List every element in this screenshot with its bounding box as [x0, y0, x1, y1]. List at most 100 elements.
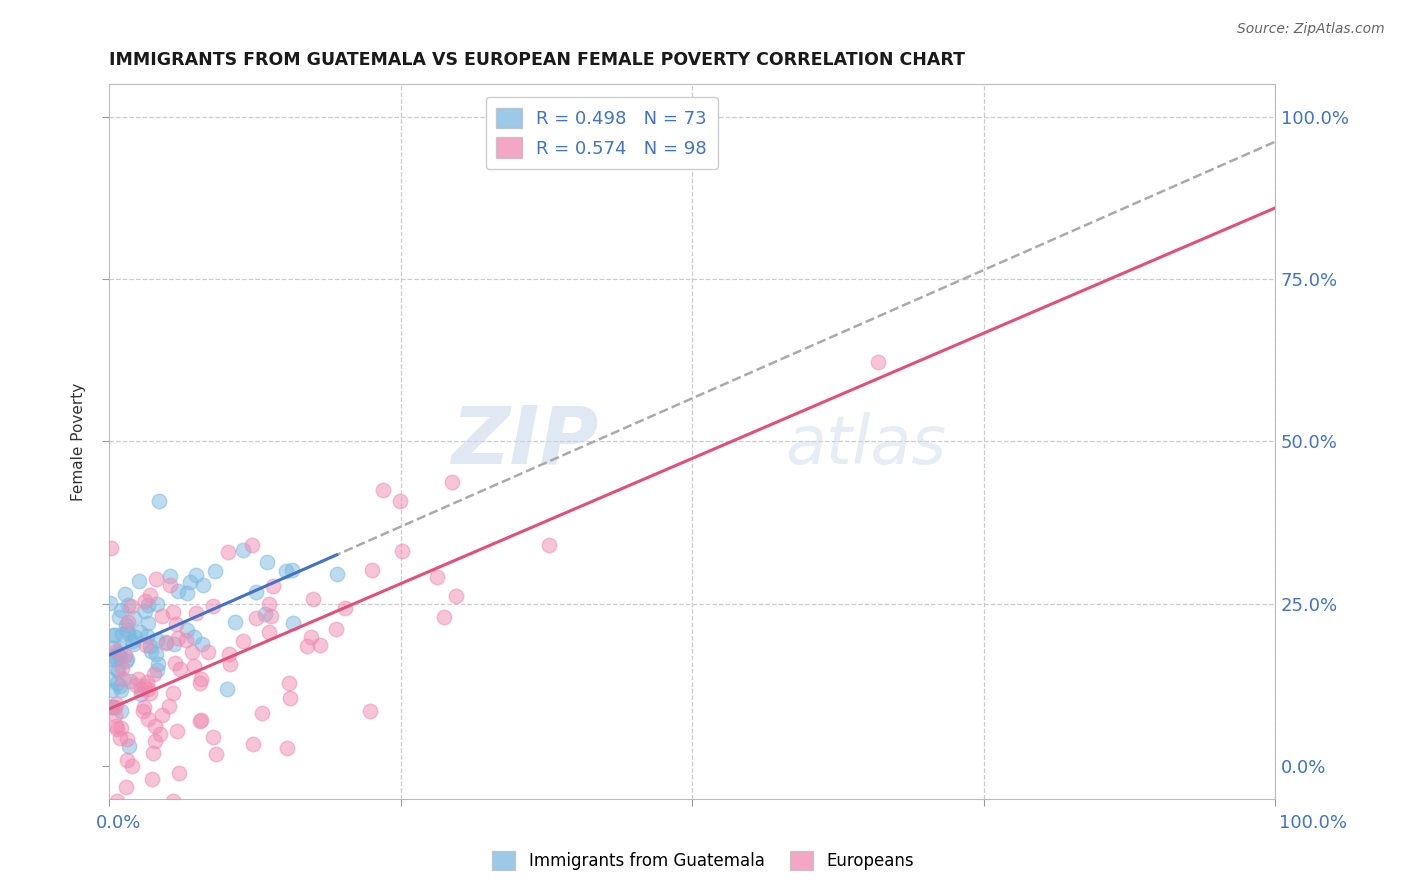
- Point: [148, 657, 170, 671]
- Point: [169, 765, 191, 780]
- Point: [105, 719, 128, 733]
- Point: [136, 629, 159, 643]
- Point: [360, 563, 382, 577]
- Point: [103, 641, 125, 656]
- Point: [110, 721, 132, 735]
- Point: [157, 699, 180, 714]
- Point: [145, 572, 167, 586]
- Point: [179, 574, 201, 589]
- Point: [107, 648, 129, 662]
- Point: [146, 663, 169, 677]
- Point: [136, 712, 159, 726]
- Point: [197, 645, 219, 659]
- Point: [134, 594, 156, 608]
- Point: [250, 706, 273, 720]
- Point: [105, 697, 128, 711]
- Point: [114, 587, 136, 601]
- Text: IMMIGRANTS FROM GUATEMALA VS EUROPEAN FEMALE POVERTY CORRELATION CHART: IMMIGRANTS FROM GUATEMALA VS EUROPEAN FE…: [110, 51, 965, 69]
- Point: [188, 676, 211, 690]
- Point: [101, 700, 124, 714]
- Point: [115, 623, 138, 637]
- Point: [120, 599, 142, 614]
- Point: [124, 630, 146, 644]
- Point: [100, 683, 122, 698]
- Point: [111, 626, 134, 640]
- Point: [132, 704, 155, 718]
- Point: [218, 647, 240, 661]
- Point: [122, 611, 145, 625]
- Point: [128, 625, 150, 640]
- Point: [245, 610, 267, 624]
- Point: [108, 610, 131, 624]
- Point: [148, 494, 170, 508]
- Point: [278, 675, 301, 690]
- Point: [166, 723, 188, 738]
- Point: [115, 731, 138, 746]
- Point: [184, 568, 207, 582]
- Point: [117, 615, 139, 629]
- Point: [245, 584, 267, 599]
- Point: [162, 686, 184, 700]
- Point: [108, 679, 131, 693]
- Text: atlas: atlas: [786, 412, 946, 478]
- Point: [101, 649, 124, 664]
- Point: [146, 597, 169, 611]
- Text: Source: ZipAtlas.com: Source: ZipAtlas.com: [1237, 22, 1385, 37]
- Point: [114, 654, 136, 668]
- Point: [281, 563, 304, 577]
- Point: [108, 650, 131, 665]
- Point: [242, 737, 264, 751]
- Point: [117, 598, 139, 612]
- Point: [190, 673, 212, 687]
- Point: [132, 700, 155, 714]
- Point: [162, 794, 184, 808]
- Point: [98, 673, 121, 687]
- Legend: Immigrants from Guatemala, Europeans: Immigrants from Guatemala, Europeans: [485, 844, 921, 877]
- Point: [204, 564, 226, 578]
- Point: [299, 630, 322, 644]
- Point: [165, 656, 187, 670]
- Point: [163, 637, 186, 651]
- Point: [278, 690, 301, 705]
- Point: [141, 772, 163, 787]
- Point: [104, 707, 127, 722]
- Point: [105, 794, 128, 808]
- Point: [150, 707, 173, 722]
- Point: [128, 574, 150, 588]
- Point: [257, 624, 280, 639]
- Point: [190, 713, 212, 727]
- Point: [117, 626, 139, 640]
- Point: [100, 699, 122, 714]
- Point: [155, 636, 177, 650]
- Point: [135, 638, 157, 652]
- Point: [391, 543, 413, 558]
- Point: [295, 639, 318, 653]
- Point: [139, 644, 162, 658]
- Point: [260, 609, 283, 624]
- Point: [426, 570, 449, 584]
- Point: [169, 662, 191, 676]
- Point: [142, 747, 165, 761]
- Point: [129, 682, 152, 697]
- Point: [122, 637, 145, 651]
- Point: [121, 759, 143, 773]
- Point: [104, 700, 127, 714]
- Text: ZIP: ZIP: [451, 402, 599, 481]
- Point: [167, 584, 190, 599]
- Point: [146, 633, 169, 648]
- Point: [441, 475, 464, 490]
- Point: [217, 545, 239, 559]
- Point: [127, 672, 149, 686]
- Point: [174, 632, 197, 647]
- Point: [139, 639, 162, 653]
- Point: [136, 682, 159, 697]
- Point: [371, 483, 394, 498]
- Point: [117, 753, 139, 767]
- Point: [152, 609, 174, 624]
- Point: [155, 634, 177, 648]
- Point: [309, 638, 332, 652]
- Point: [111, 661, 134, 675]
- Point: [115, 780, 138, 794]
- Point: [129, 687, 152, 701]
- Point: [162, 605, 184, 619]
